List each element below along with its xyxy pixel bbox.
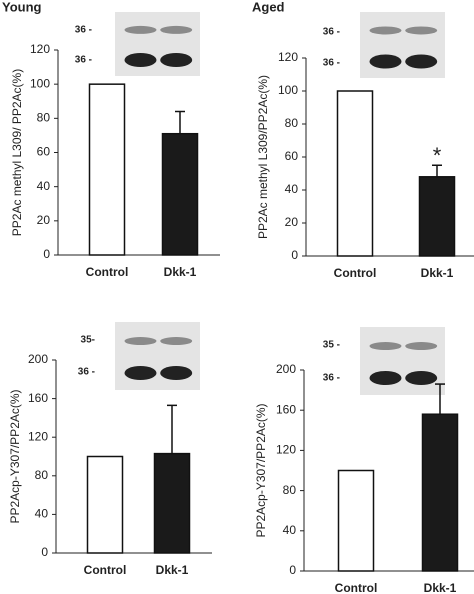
y-tick-label: 120: [276, 443, 296, 457]
y-tick-label: 160: [28, 391, 48, 405]
blot-background: [360, 12, 445, 78]
y-tick-label: 40: [37, 179, 51, 193]
blot-band: [369, 342, 402, 351]
blot-label: 36 -: [323, 373, 340, 384]
x-tick-label: Control: [84, 563, 127, 577]
blot-band: [124, 53, 157, 67]
y-axis-label: PP2Ac methyl L309/ PP2Ac(%): [10, 69, 24, 236]
x-tick-label: Dkk-1: [421, 266, 454, 280]
blot-background: [115, 322, 200, 390]
y-tick-label: 40: [35, 507, 49, 521]
panel-label: Young: [2, 0, 42, 14]
y-axis-label: PP2Ac methyl L309/PP2Ac(%): [256, 75, 270, 239]
y-tick-label: 120: [30, 42, 50, 56]
blot-band: [160, 366, 193, 380]
bar: [418, 176, 456, 257]
y-tick-label: 200: [276, 362, 296, 376]
x-tick-label: Dkk-1: [424, 581, 457, 594]
y-tick-label: 80: [283, 483, 297, 497]
bar: [421, 413, 459, 572]
x-tick-label: Control: [335, 581, 378, 594]
blot-band: [405, 26, 438, 35]
y-tick-label: 0: [291, 248, 298, 262]
y-tick-label: 80: [35, 468, 49, 482]
x-tick-label: Dkk-1: [156, 563, 189, 577]
y-tick-label: 160: [276, 402, 296, 416]
y-tick-label: 100: [278, 83, 298, 97]
x-tick-label: Control: [334, 266, 377, 280]
blot-band: [160, 337, 193, 346]
blot-band: [369, 54, 402, 69]
blot-band: [124, 337, 157, 346]
bar: [88, 83, 126, 256]
y-tick-label: 60: [285, 149, 299, 163]
bar: [161, 132, 199, 256]
y-axis-label: PP2Acp-Y307/PP2Ac(%): [254, 403, 268, 537]
y-tick-label: 0: [43, 247, 50, 261]
y-tick-label: 60: [37, 145, 51, 159]
blot-label: 35-: [81, 335, 95, 346]
blot-label: 35 -: [323, 340, 340, 351]
y-tick-label: 40: [285, 182, 299, 196]
x-tick-label: Dkk-1: [164, 265, 197, 279]
blot-band: [160, 53, 193, 67]
y-tick-label: 120: [278, 50, 298, 64]
blot-label: 36 -: [75, 25, 92, 36]
y-tick-label: 20: [285, 215, 299, 229]
bar: [153, 452, 191, 554]
blot-label: 36 -: [78, 367, 95, 378]
bar: [86, 455, 124, 554]
significance-mark: *: [433, 143, 442, 168]
blot-band: [369, 26, 402, 35]
y-tick-label: 200: [28, 352, 48, 366]
bar: [337, 469, 375, 572]
bar: [336, 90, 374, 257]
blot-band: [124, 25, 157, 34]
y-tick-label: 100: [30, 76, 50, 90]
x-tick-label: Control: [86, 265, 129, 279]
blot-band: [405, 54, 438, 69]
y-tick-label: 20: [37, 213, 51, 227]
blot-background: [115, 12, 200, 76]
blot-band: [405, 342, 438, 351]
blot-band: [369, 371, 402, 385]
blot-band: [124, 366, 157, 380]
blot-background: [360, 327, 445, 395]
blot-label: 36 -: [323, 27, 340, 38]
y-tick-label: 40: [283, 523, 297, 537]
y-tick-label: 0: [41, 545, 48, 559]
y-tick-label: 80: [37, 111, 51, 125]
blot-band: [160, 25, 193, 34]
panel-label: Aged: [252, 0, 285, 14]
y-tick-label: 0: [289, 563, 296, 577]
blot-label: 36 -: [323, 58, 340, 69]
blot-label: 36 -: [75, 55, 92, 66]
y-axis-label: PP2Acp-Y307/PP2Ac(%): [8, 389, 22, 523]
y-tick-label: 120: [28, 429, 48, 443]
y-tick-label: 80: [285, 116, 299, 130]
blot-band: [405, 371, 438, 385]
